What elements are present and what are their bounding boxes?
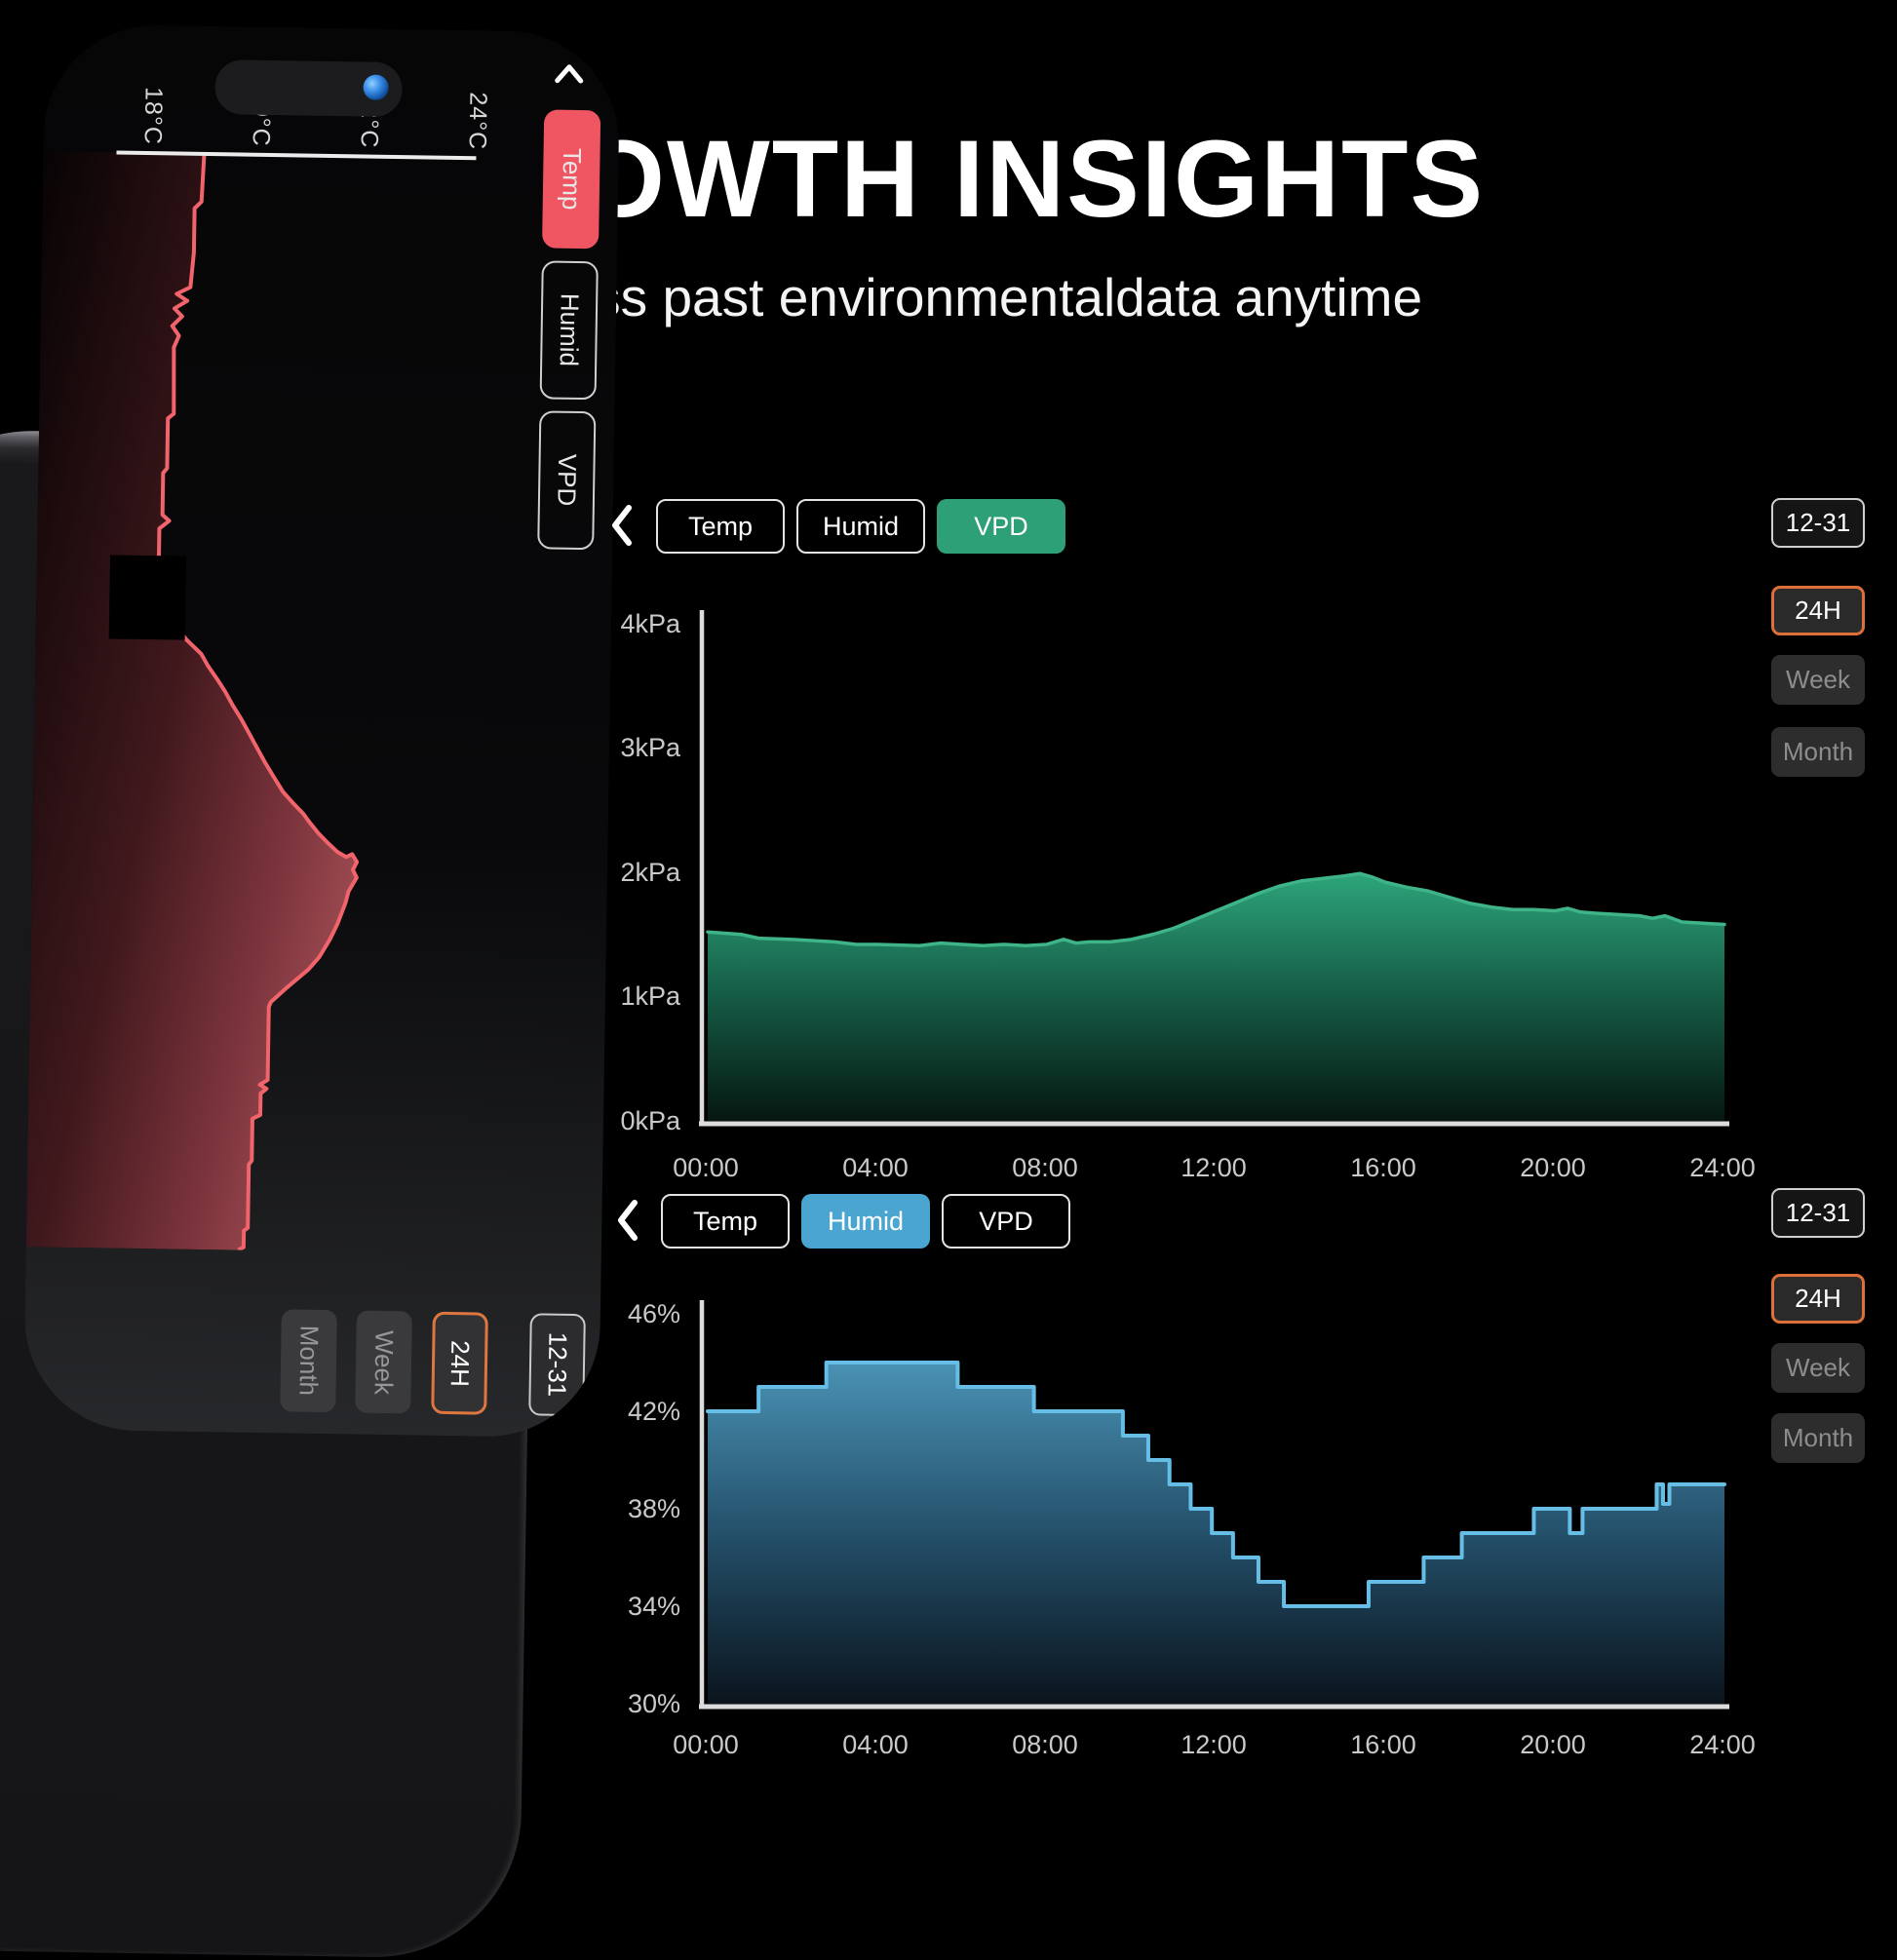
tab-vpd[interactable]: VPD bbox=[937, 499, 1065, 554]
humid-control-month[interactable]: Month bbox=[1771, 1413, 1865, 1463]
vpd-area-chart bbox=[699, 610, 1729, 1127]
tab-temp[interactable]: Temp bbox=[656, 499, 785, 554]
temp-tick-18c: 18°C bbox=[138, 86, 168, 146]
axis-tick-label: 46% bbox=[627, 1299, 680, 1328]
redaction-box bbox=[108, 555, 187, 640]
phone-tab-humid[interactable]: Humid bbox=[539, 260, 599, 401]
phone-button-month[interactable]: Month bbox=[280, 1309, 337, 1413]
tab-humid[interactable]: Humid bbox=[796, 499, 925, 554]
vpd-control-month[interactable]: Month bbox=[1771, 727, 1865, 777]
axis-tick-label: 16:00 bbox=[1350, 1730, 1416, 1759]
back-chevron-icon[interactable] bbox=[608, 503, 636, 548]
axis-tick-label: 20:00 bbox=[1520, 1730, 1586, 1759]
chevron-up-icon[interactable] bbox=[553, 59, 586, 90]
axis-tick-label: 08:00 bbox=[1012, 1730, 1078, 1759]
axis-tick-label: 24:00 bbox=[1689, 1730, 1756, 1759]
axis-tick-label: 2kPa bbox=[620, 858, 680, 887]
phone-mockup: 18°C 20°C 22°C 24°C Temp Humid VPD Month… bbox=[0, 23, 621, 1960]
phone-button-date[interactable]: 12-31 bbox=[528, 1313, 586, 1417]
axis-tick-label: 04:00 bbox=[842, 1730, 909, 1759]
axis-tick-label: 30% bbox=[627, 1689, 680, 1718]
axis-tick-label: 42% bbox=[627, 1397, 680, 1426]
axis-tick-label: 38% bbox=[627, 1494, 680, 1523]
axis-tick-label: 04:00 bbox=[842, 1153, 909, 1182]
axis-tick-label: 00:00 bbox=[673, 1153, 739, 1182]
axis-tick-label: 1kPa bbox=[620, 981, 680, 1011]
humid-control-date[interactable]: 12-31 bbox=[1771, 1188, 1865, 1238]
humidity-area-chart bbox=[699, 1300, 1729, 1710]
humid-control-week[interactable]: Week bbox=[1771, 1343, 1865, 1393]
axis-tick-label: 16:00 bbox=[1350, 1153, 1416, 1182]
tab-vpd[interactable]: VPD bbox=[942, 1194, 1070, 1249]
axis-tick-label: 08:00 bbox=[1012, 1153, 1078, 1182]
phone-tab-temp[interactable]: Temp bbox=[542, 109, 601, 250]
page-subtitle: Access past environmentaldata anytime bbox=[474, 267, 1423, 327]
axis-tick-label: 20:00 bbox=[1520, 1153, 1586, 1182]
dynamic-island bbox=[214, 59, 403, 118]
phone-screen: 18°C 20°C 22°C 24°C Temp Humid VPD Month… bbox=[22, 23, 621, 1439]
vpd-control-week[interactable]: Week bbox=[1771, 655, 1865, 705]
humid-control-24h[interactable]: 24H bbox=[1771, 1274, 1865, 1324]
axis-tick-label: 12:00 bbox=[1181, 1153, 1247, 1182]
temp-tick-24c: 24°C bbox=[463, 92, 492, 151]
axis-tick-label: 3kPa bbox=[620, 733, 680, 762]
phone-button-week[interactable]: Week bbox=[355, 1310, 412, 1414]
tab-humid[interactable]: Humid bbox=[801, 1194, 930, 1249]
vpd-control-date[interactable]: 12-31 bbox=[1771, 498, 1865, 548]
front-camera-icon bbox=[363, 74, 389, 100]
vpd-control-24h[interactable]: 24H bbox=[1771, 586, 1865, 635]
temperature-area-chart bbox=[25, 151, 360, 1252]
back-chevron-icon[interactable] bbox=[614, 1198, 641, 1243]
axis-tick-label: 24:00 bbox=[1689, 1153, 1756, 1182]
tab-temp[interactable]: Temp bbox=[661, 1194, 790, 1249]
page: { "header": { "title": "GROWTH INSIGHTS"… bbox=[0, 23, 1865, 1960]
phone-button-24h[interactable]: 24H bbox=[431, 1311, 488, 1415]
axis-tick-label: 00:00 bbox=[673, 1730, 739, 1759]
phone-tab-vpd[interactable]: VPD bbox=[537, 410, 597, 551]
axis-tick-label: 0kPa bbox=[620, 1106, 680, 1135]
axis-tick-label: 4kPa bbox=[620, 609, 680, 638]
axis-tick-label: 12:00 bbox=[1181, 1730, 1247, 1759]
axis-tick-label: 34% bbox=[627, 1592, 680, 1621]
